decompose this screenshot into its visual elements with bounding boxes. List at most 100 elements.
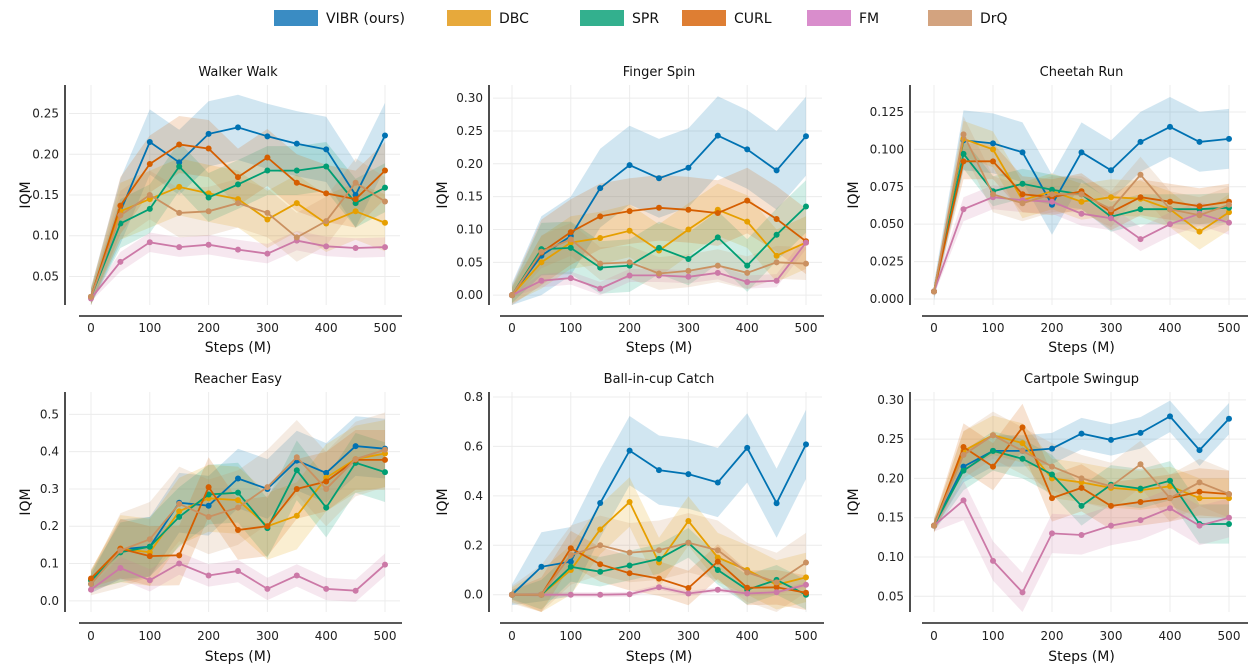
point-spr [205,194,212,201]
x-tick-label: 100 [982,321,1005,335]
point-curl [1167,198,1173,205]
band-dbc [91,158,385,305]
point-vibr-ours [235,124,241,131]
point-drq [803,260,809,267]
y-tick-label: 0.25 [456,124,483,138]
y-tick-label: 0.2 [40,519,59,533]
y-tick-label: 0.15 [456,190,483,204]
point-dbc [293,512,300,519]
legend-swatch-vibr-ours [274,10,318,26]
y-tick-label: 0.075 [870,180,904,194]
point-drq [990,432,996,439]
legend-swatch-curl [682,10,726,26]
x-tick-label: 0 [930,629,938,643]
point-fm [714,586,721,593]
point-vibr-ours [264,133,271,140]
point-vibr-ours [656,467,662,474]
x-tick-label: 200 [1041,321,1064,335]
point-spr [293,167,300,174]
point-spr [626,562,633,569]
point-drq [146,192,153,198]
point-fm [1137,236,1144,243]
x-tick-label: 500 [374,321,397,335]
point-vibr-ours [803,133,809,140]
point-spr [773,231,780,238]
point-drq [1108,483,1114,490]
point-drq [1226,491,1232,498]
point-vibr-ours [1196,447,1203,454]
point-vibr-ours [352,443,359,450]
point-spr [1049,186,1055,193]
point-vibr-ours [1049,445,1055,452]
band-spr [91,142,385,305]
point-vibr-ours [1137,429,1144,436]
point-fm [567,591,574,598]
point-dbc [685,518,692,525]
point-drq [1167,206,1173,213]
y-tick-label: 0.15 [32,188,59,202]
point-drq [960,131,967,138]
point-drq [1196,479,1203,486]
legend-swatch-fm [807,10,851,26]
point-spr [1226,521,1232,527]
point-fm [744,279,751,286]
point-fm [1078,532,1085,538]
band-fm [934,185,1229,296]
point-fm [685,273,692,280]
point-vibr-ours [1226,135,1232,142]
x-tick-label: 400 [736,629,759,643]
point-fm [323,243,330,250]
point-drq [205,513,212,520]
point-drq [235,200,241,207]
point-vibr-ours [323,469,330,476]
point-curl [626,208,633,215]
point-fm [1137,517,1144,524]
band-spr [512,180,806,303]
point-curl [1108,502,1114,509]
point-drq [1049,191,1055,198]
point-fm [176,560,183,567]
x-tick-label: 400 [315,629,338,643]
band-spr [512,528,806,610]
point-vibr-ours [205,130,212,137]
y-tick-label: 0.4 [40,445,59,459]
point-vibr-ours [205,502,212,509]
y-tick-label: 0.0 [40,594,59,608]
point-spr [146,205,153,212]
point-fm [626,591,633,598]
point-curl [656,204,662,211]
band-vibr-ours [512,96,806,305]
x-tick-label: 300 [677,629,700,643]
point-curl [146,553,153,560]
point-spr [1019,455,1026,462]
point-curl [235,174,241,181]
x-tick-label: 300 [256,629,279,643]
point-drq [597,542,604,549]
point-fm [352,244,359,251]
x-tick-label: 100 [559,321,582,335]
y-axis-label: IQM [846,488,862,515]
point-vibr-ours [1108,167,1114,174]
y-tick-label: 0.0 [464,588,483,602]
x-tick-label: 500 [374,629,397,643]
point-drq [931,288,937,295]
legend-label-curl: CURL [734,11,772,27]
point-fm [264,585,271,592]
x-tick-label: 500 [1218,629,1241,643]
point-drq [1078,191,1085,198]
point-fm [744,590,751,597]
point-drq [88,581,94,588]
panel-cartpole-swingup: 0.05 0.10 0.15 0.20 0.25 0.30 0 100 200 300 400 500… [846,372,1248,665]
point-curl [176,552,183,559]
point-vibr-ours [990,140,996,147]
point-fm [1078,210,1085,217]
band-drq [934,411,1229,533]
point-curl [773,215,780,222]
point-spr [714,234,721,241]
panel-reacher-easy: 0.0 0.1 0.2 0.3 0.4 0.5 0 100 200 300 400 500 Reache… [18,372,402,665]
point-drq [567,552,574,559]
band-dbc [512,183,806,303]
point-vibr-ours [744,444,751,451]
point-fm [1049,198,1055,205]
point-drq [1019,447,1026,454]
